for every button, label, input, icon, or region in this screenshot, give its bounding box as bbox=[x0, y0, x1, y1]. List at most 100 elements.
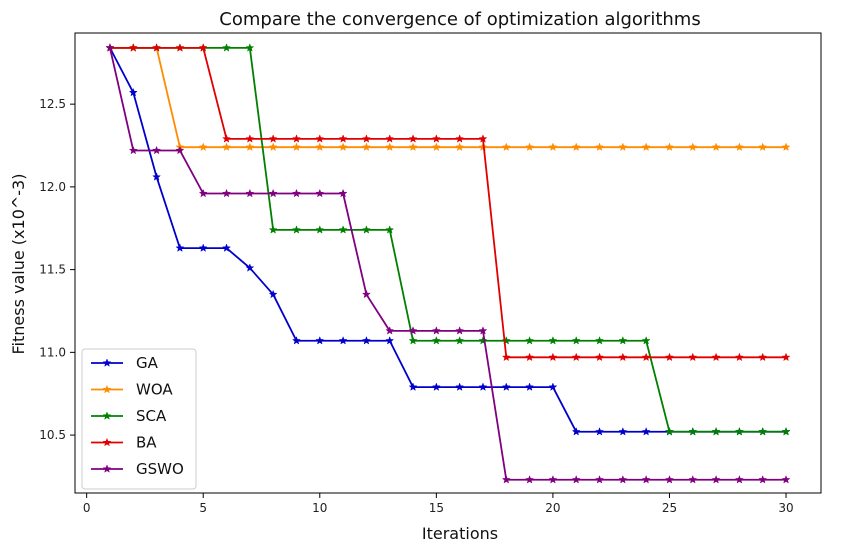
legend-marker bbox=[102, 464, 112, 473]
x-tick-label: 10 bbox=[312, 501, 327, 515]
data-point bbox=[198, 243, 208, 252]
data-point bbox=[618, 427, 628, 436]
data-point bbox=[315, 142, 325, 151]
data-point bbox=[525, 352, 535, 362]
data-point bbox=[525, 475, 535, 484]
series-layer bbox=[105, 43, 791, 484]
data-point bbox=[338, 134, 348, 143]
x-tick-label: 30 bbox=[778, 501, 793, 515]
data-point bbox=[222, 142, 232, 151]
data-point bbox=[175, 145, 185, 155]
data-point bbox=[128, 87, 138, 97]
series-ba bbox=[105, 43, 791, 362]
data-point bbox=[431, 336, 441, 345]
data-point bbox=[618, 336, 628, 345]
series-sca bbox=[105, 43, 791, 436]
data-point bbox=[641, 336, 651, 345]
data-point bbox=[152, 145, 162, 155]
legend-marker bbox=[102, 437, 112, 447]
data-point bbox=[408, 336, 418, 345]
series-line-gswo bbox=[109, 47, 787, 481]
data-point bbox=[525, 336, 535, 345]
data-point bbox=[548, 336, 558, 345]
data-point bbox=[501, 352, 511, 362]
data-point bbox=[198, 142, 208, 151]
data-point bbox=[525, 382, 535, 391]
x-tick-label: 5 bbox=[199, 501, 207, 515]
data-point bbox=[618, 475, 628, 484]
data-point bbox=[222, 43, 232, 52]
data-point bbox=[571, 427, 581, 436]
legend-item-gswo: GSWO bbox=[91, 460, 184, 478]
legend-box bbox=[81, 348, 197, 490]
data-point bbox=[291, 142, 301, 151]
data-point bbox=[245, 263, 255, 272]
data-point bbox=[338, 336, 348, 345]
data-point bbox=[595, 475, 605, 484]
series-woa bbox=[105, 43, 791, 151]
y-tick-label: 10.5 bbox=[39, 428, 66, 442]
data-point bbox=[618, 142, 628, 151]
legend-item-sca: SCA bbox=[91, 407, 167, 425]
series-line-woa bbox=[109, 46, 787, 149]
series-line-ba bbox=[109, 46, 787, 359]
data-point bbox=[455, 336, 465, 345]
series-line-sca bbox=[109, 46, 787, 433]
data-point bbox=[385, 326, 395, 335]
data-point bbox=[315, 188, 325, 198]
legend-item-ba: BA bbox=[91, 434, 157, 452]
data-point bbox=[641, 427, 651, 436]
data-point bbox=[641, 475, 651, 484]
y-tick-label: 11.0 bbox=[39, 345, 66, 359]
data-point bbox=[478, 134, 488, 143]
data-point bbox=[315, 134, 325, 143]
data-point bbox=[595, 336, 605, 345]
data-point bbox=[664, 142, 674, 151]
data-point bbox=[152, 43, 162, 52]
y-axis-label: Fitness value (x10^-3) bbox=[9, 174, 28, 355]
data-point bbox=[501, 475, 511, 484]
data-point bbox=[501, 382, 511, 391]
data-point bbox=[175, 243, 185, 252]
x-tick-label: 20 bbox=[545, 501, 560, 515]
data-point bbox=[408, 142, 418, 151]
data-point bbox=[338, 188, 348, 198]
data-point bbox=[152, 172, 162, 181]
data-point bbox=[455, 326, 465, 335]
data-point bbox=[245, 188, 255, 198]
data-point bbox=[128, 43, 138, 52]
x-tick-label: 15 bbox=[429, 501, 444, 515]
data-point bbox=[734, 142, 744, 151]
data-point bbox=[595, 352, 605, 362]
data-point bbox=[431, 382, 441, 391]
legend-marker bbox=[102, 358, 112, 367]
data-point bbox=[548, 142, 558, 151]
y-tick-label: 12.0 bbox=[39, 180, 66, 194]
data-point bbox=[408, 382, 418, 391]
data-point bbox=[105, 43, 115, 52]
data-point bbox=[664, 475, 674, 484]
data-point bbox=[548, 352, 558, 362]
data-point bbox=[734, 475, 744, 484]
data-point bbox=[431, 142, 441, 151]
data-point bbox=[291, 336, 301, 345]
data-point bbox=[315, 336, 325, 345]
data-point bbox=[361, 225, 371, 234]
data-point bbox=[291, 225, 301, 234]
data-point bbox=[338, 142, 348, 151]
data-point bbox=[501, 142, 511, 151]
data-point bbox=[385, 336, 395, 345]
data-point bbox=[408, 134, 418, 143]
data-point bbox=[268, 142, 278, 151]
data-point bbox=[198, 188, 208, 198]
data-point bbox=[618, 352, 628, 362]
data-point bbox=[571, 142, 581, 151]
chart-title: Compare the convergence of optimization … bbox=[219, 9, 700, 30]
data-point bbox=[734, 427, 744, 436]
data-point bbox=[455, 142, 465, 151]
legend-item-ga: GA bbox=[91, 354, 159, 372]
legend-item-woa: WOA bbox=[91, 381, 173, 399]
data-point bbox=[478, 326, 488, 335]
data-point bbox=[688, 427, 698, 436]
